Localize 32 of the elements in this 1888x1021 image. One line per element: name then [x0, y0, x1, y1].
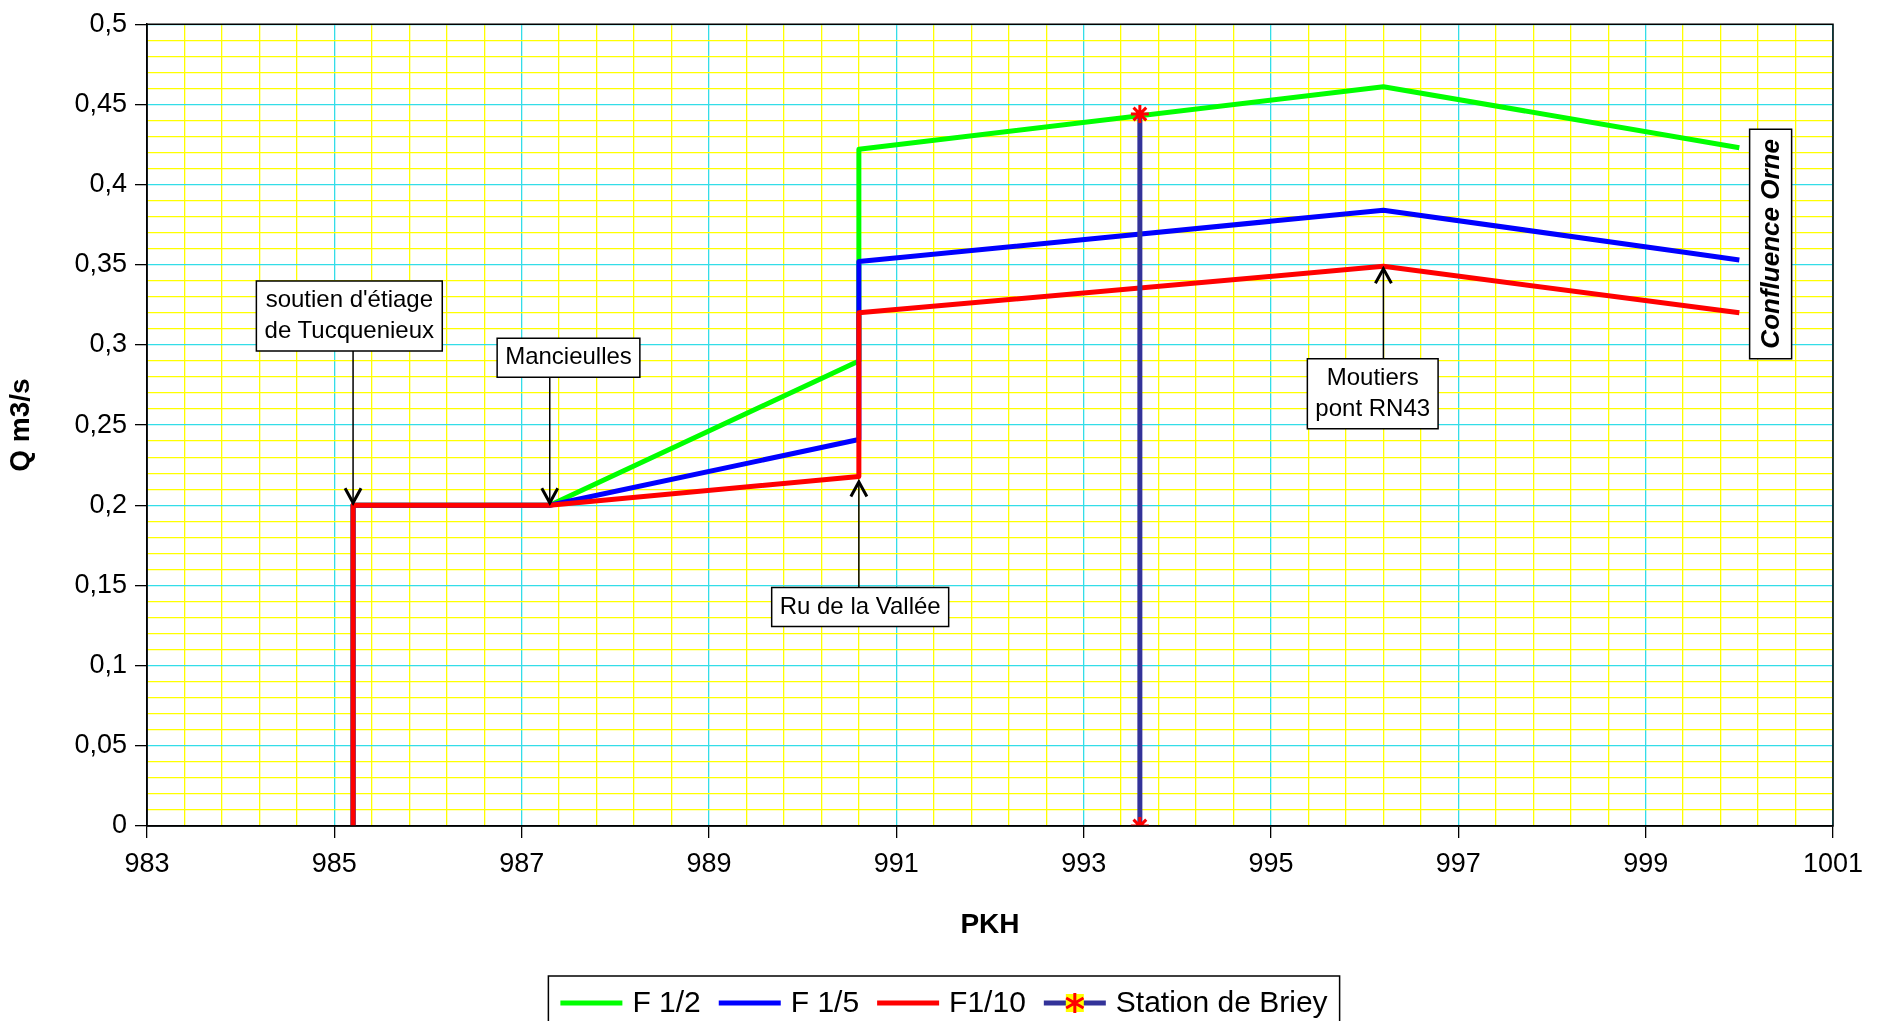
y-tick-label: 0,25: [74, 408, 127, 439]
y-tick-label: 0,1: [89, 649, 127, 680]
y-tick-label: 0,35: [74, 248, 127, 279]
annotation: Ru de la Vallée: [779, 591, 941, 619]
x-tick-label: 995: [1248, 847, 1294, 878]
legend-label: F1/10: [949, 985, 1026, 1019]
x-tick-label: 989: [686, 847, 732, 878]
legend-label: F 1/2: [632, 985, 701, 1019]
x-tick-label: 991: [873, 847, 919, 878]
y-tick-label: 0,2: [89, 488, 127, 519]
y-tick-label: 0,05: [74, 729, 127, 760]
x-tick-label: 997: [1435, 847, 1481, 878]
annotation: Confluence Orne: [1754, 139, 1785, 349]
y-axis-title: Q m3/s: [3, 378, 35, 472]
x-tick-label: 999: [1623, 847, 1669, 878]
legend-label: Station de Briey: [1115, 985, 1328, 1019]
x-tick-label: 1001: [1802, 847, 1864, 878]
y-tick-label: 0,4: [89, 168, 127, 199]
legend-label: F 1/5: [790, 985, 860, 1019]
y-tick-label: 0,3: [89, 328, 127, 359]
x-tick-label: 987: [499, 847, 545, 878]
annotation: Mancieulles: [505, 342, 632, 370]
y-tick-label: 0,5: [89, 7, 127, 38]
annotation: soutien d'étiage de Tucquenieux: [264, 285, 435, 344]
y-tick-label: 0,15: [74, 568, 127, 599]
y-tick-label: 0: [111, 809, 127, 840]
y-tick-label: 0,45: [74, 87, 127, 118]
x-tick-label: 993: [1061, 847, 1107, 878]
x-tick-label: 983: [124, 847, 170, 878]
annotation: Moutiers pont RN43: [1315, 362, 1431, 421]
x-axis-title: PKH: [960, 907, 1020, 939]
x-tick-label: 985: [311, 847, 357, 878]
